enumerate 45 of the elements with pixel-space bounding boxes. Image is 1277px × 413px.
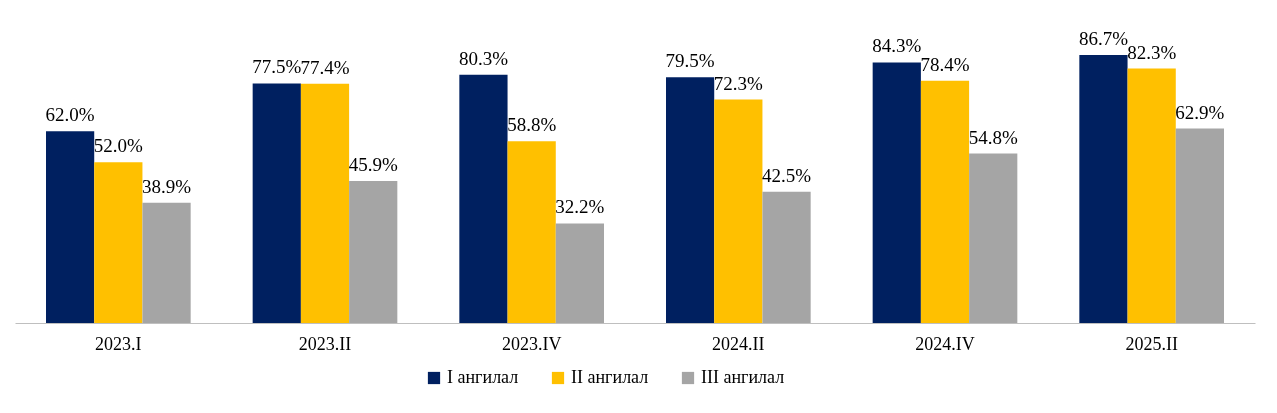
data-label: 62.9%	[1175, 101, 1225, 123]
bar	[94, 162, 143, 323]
data-label: 62.0%	[45, 104, 95, 126]
bar	[1175, 128, 1224, 323]
data-label: 54.8%	[968, 126, 1018, 148]
data-label: 58.8%	[507, 114, 557, 136]
bar	[762, 191, 811, 323]
x-tick-label: 2024.II	[712, 333, 765, 354]
data-label: 52.0%	[93, 135, 144, 157]
data-label: 77.5%	[252, 56, 302, 78]
data-label: 79.5%	[665, 50, 715, 72]
bar	[969, 153, 1018, 323]
bar	[714, 99, 763, 323]
data-label: 84.3%	[872, 35, 922, 57]
x-tick-label: 2023.I	[95, 333, 142, 354]
x-tick-label: 2024.IV	[915, 333, 975, 354]
bar	[252, 83, 301, 323]
bar	[920, 80, 970, 323]
x-tick-label: 2023.II	[298, 333, 352, 354]
bar	[555, 223, 604, 323]
data-label: 32.2%	[555, 196, 605, 218]
data-label: 38.9%	[142, 175, 192, 197]
legend-label: II ангилал	[571, 367, 649, 387]
bar	[872, 62, 921, 323]
data-label: 82.3%	[1127, 41, 1177, 63]
bar	[1127, 68, 1176, 323]
bar	[300, 83, 350, 323]
bar	[666, 77, 715, 323]
data-label: 42.5%	[762, 164, 812, 186]
x-tick-label: 2025.II	[1125, 333, 1178, 354]
data-label: 80.3%	[458, 47, 509, 69]
bar	[507, 141, 556, 323]
x-tick-label: 2023.IV	[501, 333, 562, 354]
bar	[349, 181, 398, 323]
data-label: 78.4%	[920, 53, 970, 75]
data-label: 45.9%	[348, 154, 398, 176]
bar	[46, 131, 95, 323]
bar	[142, 202, 191, 323]
bar	[459, 74, 508, 323]
data-label: 86.7%	[1078, 28, 1129, 49]
legend-label: III ангилал	[701, 367, 785, 387]
data-label: 77.4%	[300, 56, 350, 78]
bar	[1079, 55, 1128, 323]
legend-label: I ангилал	[447, 367, 519, 387]
data-label: 72.3%	[713, 72, 764, 94]
